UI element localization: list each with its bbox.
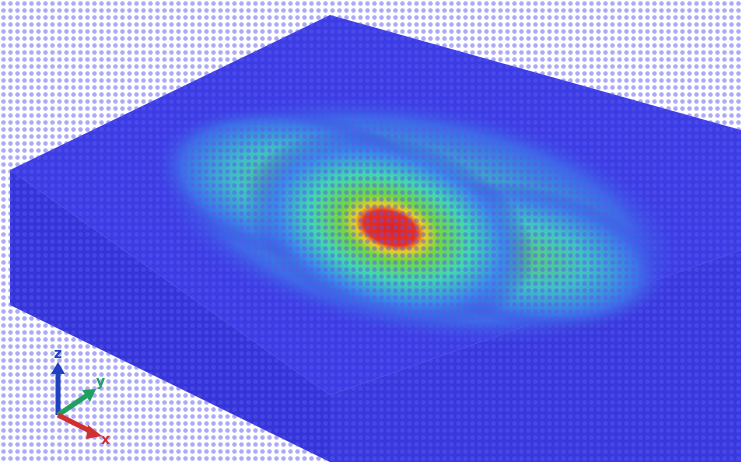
z-axis-label: z xyxy=(54,346,62,362)
simulation-render: z y x xyxy=(0,0,741,462)
atom-texture xyxy=(0,0,741,462)
page: z y x (() => { const data = JSON.parse(d… xyxy=(0,0,741,462)
x-axis-label: x xyxy=(101,432,110,448)
y-axis-label: y xyxy=(96,374,105,390)
